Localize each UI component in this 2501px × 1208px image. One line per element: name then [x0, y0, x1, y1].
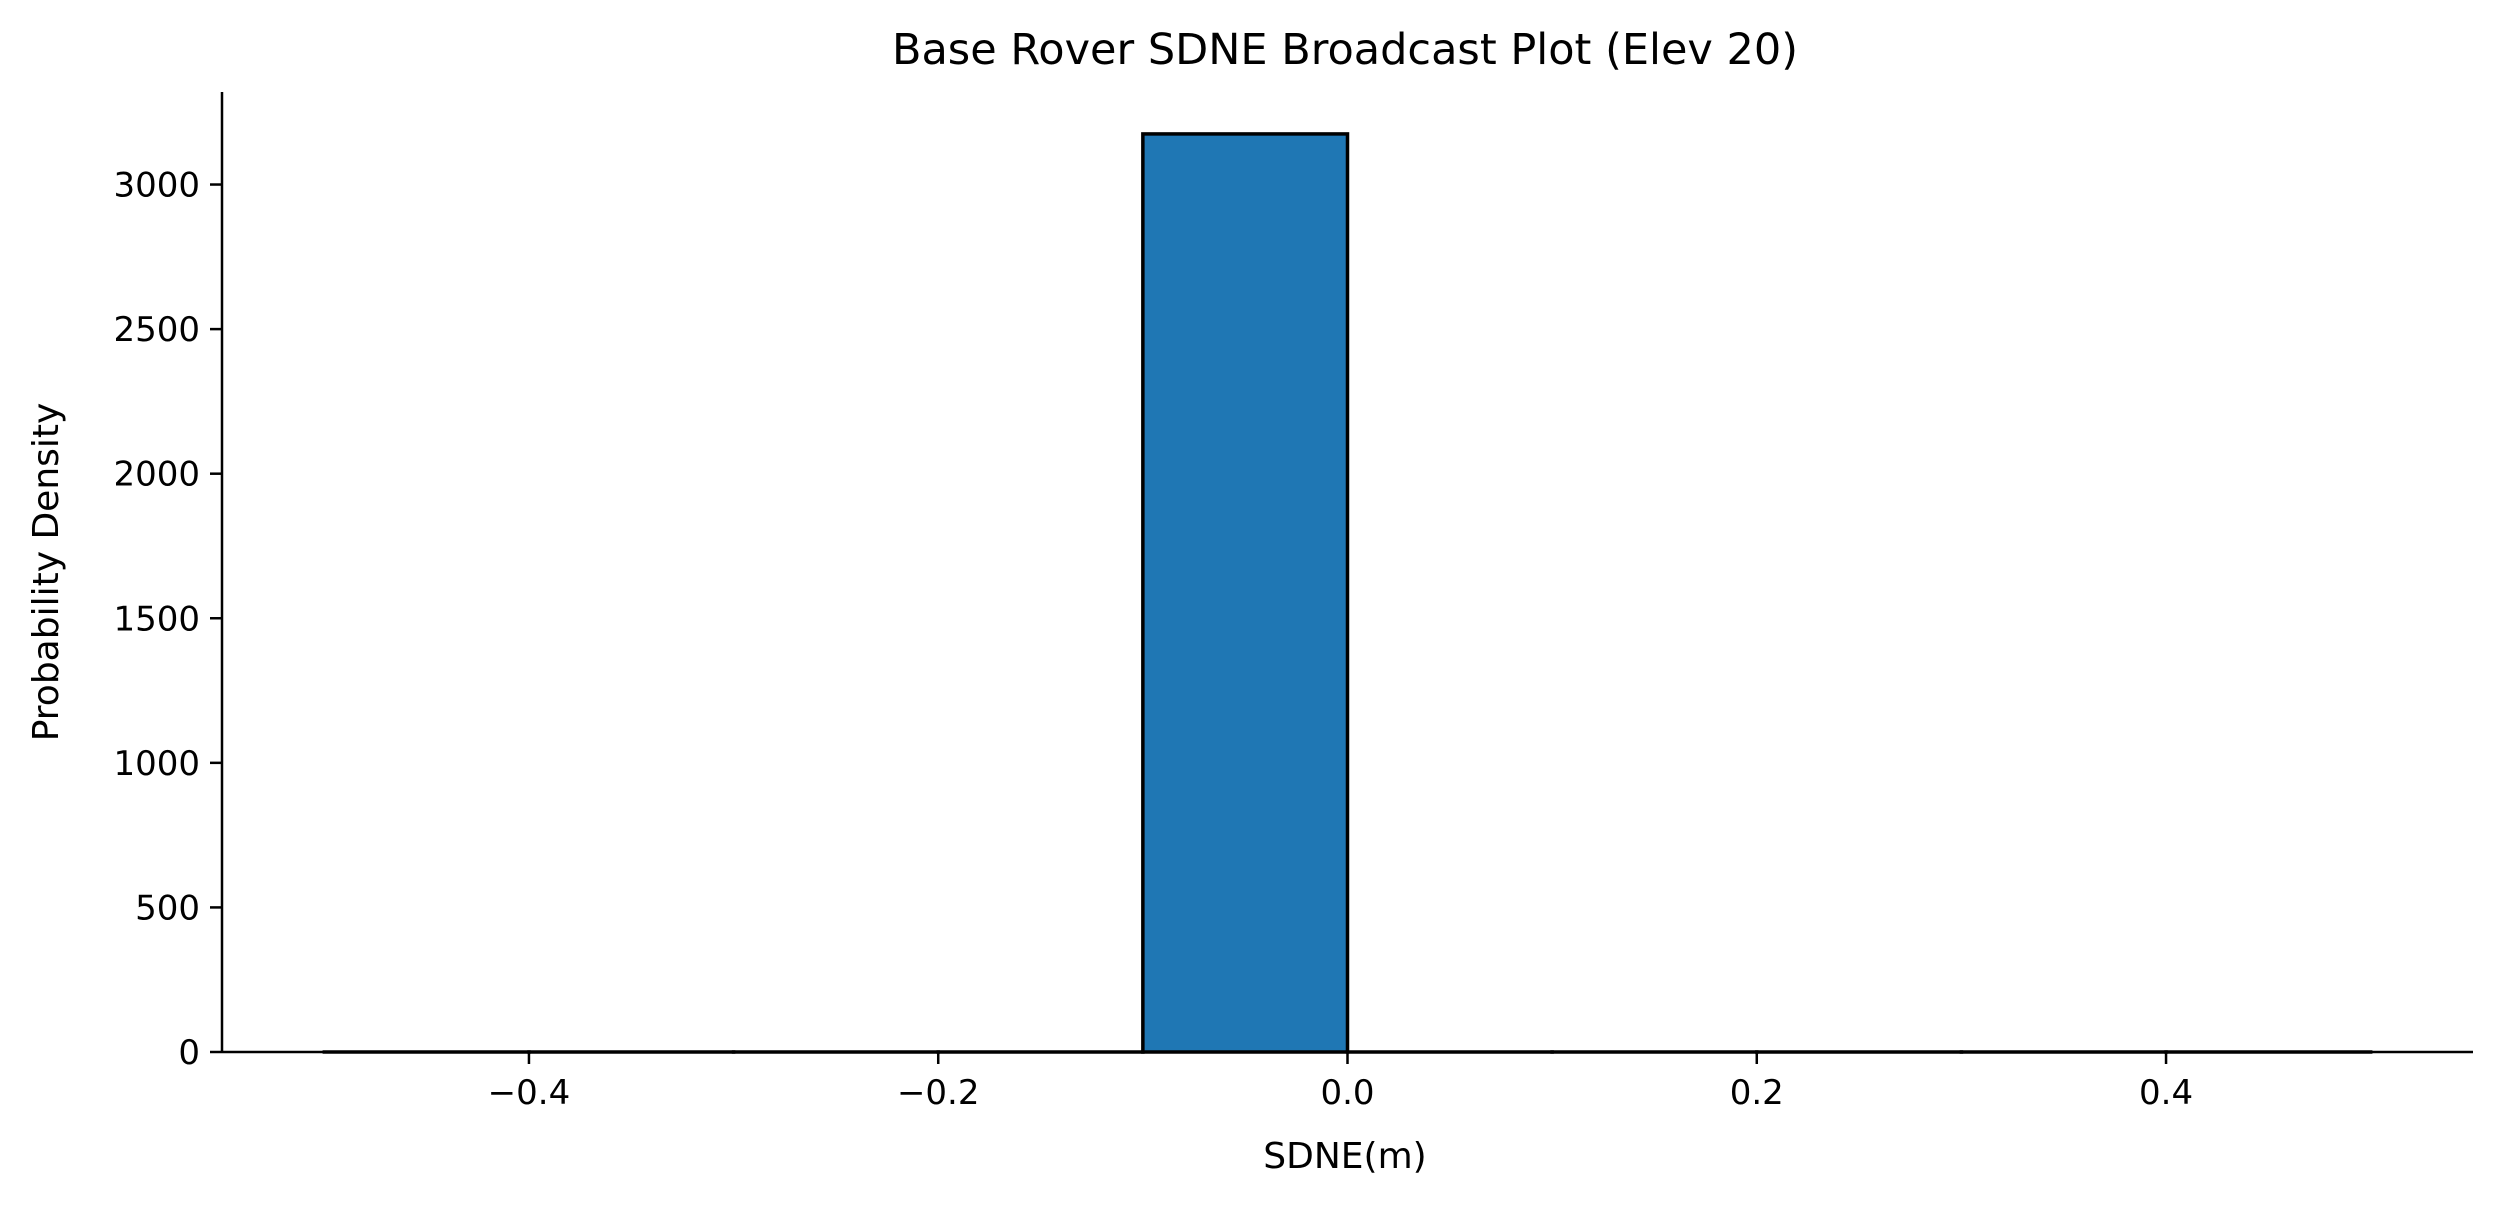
x-tick-label: −0.2 — [897, 1073, 980, 1113]
bars-group — [322, 132, 2373, 1054]
y-tick-label: 1000 — [113, 744, 200, 784]
y-axis-label: Probability Density — [26, 403, 67, 742]
x-tick-label: 0.2 — [1730, 1073, 1784, 1113]
x-axis-label: SDNE(m) — [1263, 1136, 1426, 1177]
histogram-bar — [1141, 132, 1350, 1054]
y-tick-label: 0 — [178, 1033, 200, 1073]
y-tick-label: 2500 — [113, 310, 200, 350]
y-ticks-group: 0 500 1000 1500 2000 2500 3000 — [113, 166, 222, 1073]
x-tick-label: 0.0 — [1320, 1073, 1374, 1113]
x-ticks-group: −0.4 −0.2 0.0 0.2 0.4 — [488, 1052, 2193, 1113]
y-tick-label: 500 — [135, 888, 200, 928]
y-tick-label: 2000 — [113, 455, 200, 495]
x-tick-label: 0.4 — [2139, 1073, 2193, 1113]
y-tick-label: 1500 — [113, 599, 200, 639]
y-tick-label: 3000 — [113, 166, 200, 206]
x-tick-label: −0.4 — [488, 1073, 571, 1113]
chart-title: Base Rover SDNE Broadcast Plot (Elev 20) — [892, 25, 1798, 75]
